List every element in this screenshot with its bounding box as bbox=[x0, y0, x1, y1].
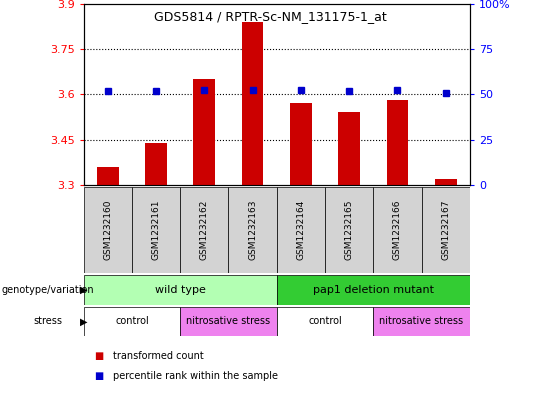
Text: ■: ■ bbox=[94, 371, 104, 381]
Text: ■: ■ bbox=[94, 351, 104, 361]
Bar bbox=[373, 307, 470, 336]
Bar bbox=[435, 179, 456, 185]
Text: GSM1232165: GSM1232165 bbox=[345, 200, 354, 260]
Text: GSM1232161: GSM1232161 bbox=[152, 200, 160, 260]
Bar bbox=[242, 22, 264, 185]
Bar bbox=[84, 187, 132, 273]
Bar bbox=[84, 275, 277, 305]
Text: stress: stress bbox=[33, 316, 63, 326]
Text: GSM1232163: GSM1232163 bbox=[248, 200, 257, 260]
Bar bbox=[277, 187, 325, 273]
Text: GSM1232167: GSM1232167 bbox=[441, 200, 450, 260]
Bar bbox=[97, 167, 119, 185]
Bar bbox=[180, 187, 228, 273]
Text: GSM1232160: GSM1232160 bbox=[103, 200, 112, 260]
Text: nitrosative stress: nitrosative stress bbox=[186, 316, 271, 326]
Bar bbox=[373, 187, 422, 273]
Bar bbox=[338, 112, 360, 185]
Bar bbox=[290, 103, 312, 185]
Bar bbox=[193, 79, 215, 185]
Bar bbox=[180, 307, 277, 336]
Text: nitrosative stress: nitrosative stress bbox=[380, 316, 464, 326]
Bar bbox=[277, 275, 470, 305]
Text: pap1 deletion mutant: pap1 deletion mutant bbox=[313, 285, 434, 295]
Text: percentile rank within the sample: percentile rank within the sample bbox=[113, 371, 279, 381]
Bar bbox=[84, 307, 180, 336]
Bar bbox=[145, 143, 167, 185]
Bar bbox=[228, 187, 277, 273]
Text: GDS5814 / RPTR-Sc-NM_131175-1_at: GDS5814 / RPTR-Sc-NM_131175-1_at bbox=[153, 10, 387, 23]
Text: GSM1232166: GSM1232166 bbox=[393, 200, 402, 260]
Text: control: control bbox=[115, 316, 149, 326]
Text: GSM1232164: GSM1232164 bbox=[296, 200, 306, 260]
Text: GSM1232162: GSM1232162 bbox=[200, 200, 209, 260]
Text: ▶: ▶ bbox=[80, 285, 87, 295]
Text: genotype/variation: genotype/variation bbox=[1, 285, 94, 295]
Bar bbox=[132, 187, 180, 273]
Text: ▶: ▶ bbox=[80, 316, 87, 326]
Bar bbox=[387, 100, 408, 185]
Text: control: control bbox=[308, 316, 342, 326]
Bar bbox=[422, 187, 470, 273]
Text: transformed count: transformed count bbox=[113, 351, 204, 361]
Bar bbox=[325, 187, 373, 273]
Text: wild type: wild type bbox=[155, 285, 206, 295]
Bar bbox=[277, 307, 373, 336]
